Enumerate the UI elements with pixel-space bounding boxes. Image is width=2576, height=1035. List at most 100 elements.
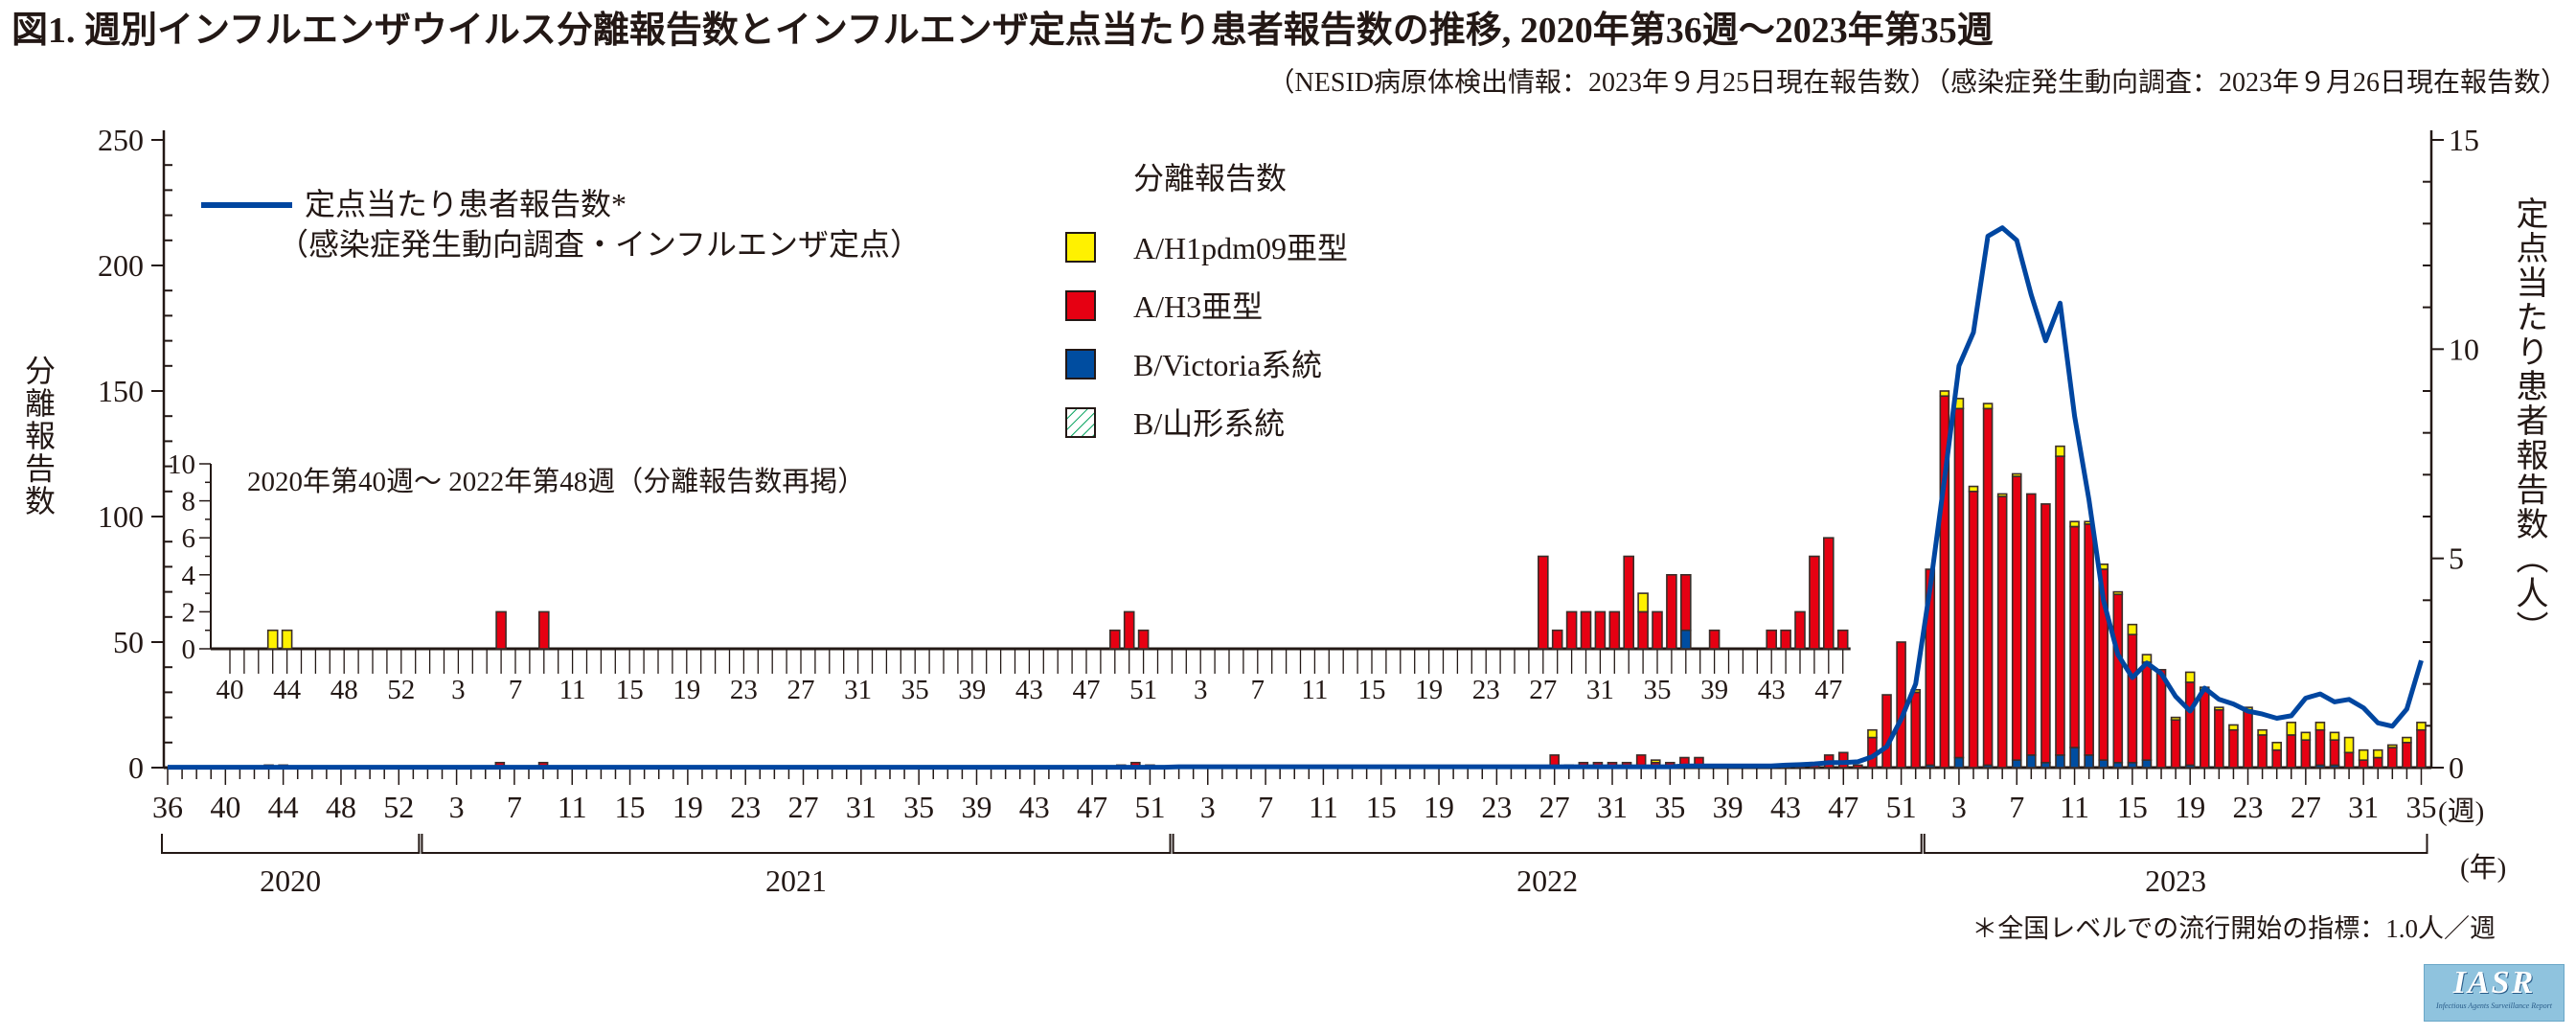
bar-bvic bbox=[2098, 759, 2109, 769]
x-tick-label: 3 bbox=[449, 790, 465, 824]
bar-h3 bbox=[1565, 610, 1578, 650]
bar-h3 bbox=[1925, 568, 1936, 767]
bar-h3 bbox=[1836, 629, 1849, 650]
chart-subtitle: （NESID病原体検出情報：2023年９月25日現在報告数）（感染症発生動向調査… bbox=[1268, 67, 2567, 98]
bar-h3 bbox=[1666, 573, 1677, 650]
bar-h3 bbox=[1766, 629, 1777, 650]
x-tick-label: 7 bbox=[1258, 790, 1273, 824]
bar-bvic bbox=[2141, 759, 2153, 769]
bar-h3 bbox=[2372, 756, 2383, 769]
bar-h3 bbox=[1708, 629, 1721, 650]
bar-h3 bbox=[2387, 747, 2398, 769]
bar-bvic bbox=[2011, 759, 2022, 769]
bar-h1 bbox=[2228, 724, 2239, 731]
x-tick-label: 48 bbox=[326, 790, 356, 824]
x-tick-label: 35 bbox=[2405, 790, 2436, 824]
y-left-tick-label: 0 bbox=[128, 750, 144, 785]
bar-h1 bbox=[2402, 736, 2412, 744]
inset-x-tick-label: 15 bbox=[1358, 675, 1386, 705]
x-tick-label: 31 bbox=[2348, 790, 2379, 824]
bar-h3 bbox=[2329, 739, 2340, 767]
inset-x-tick-label: 35 bbox=[1644, 675, 1672, 705]
bar-h1 bbox=[1982, 402, 1994, 410]
year-brackets: 2020 2021 2022 2023 bbox=[161, 834, 2428, 898]
inset-x-tick-label: 3 bbox=[451, 675, 466, 705]
x-tick-label: 39 bbox=[1713, 790, 1744, 824]
year-label: 2022 bbox=[1516, 863, 1578, 898]
bar-h1 bbox=[266, 629, 279, 650]
y-left-tick-label: 100 bbox=[98, 499, 144, 534]
bar-h1 bbox=[2372, 748, 2383, 759]
y-left-title: 分離報告数 bbox=[21, 355, 56, 518]
bar-h3 bbox=[1637, 610, 1649, 650]
x-tick-label: 51 bbox=[1134, 790, 1165, 824]
bar-h3 bbox=[1982, 407, 1994, 767]
year-bracket bbox=[1172, 834, 1923, 854]
bar-h3 bbox=[1780, 629, 1791, 650]
legend-bars-title: 分離報告数 bbox=[1133, 161, 1287, 196]
inset-x-tick-label: 23 bbox=[1472, 675, 1500, 705]
bar-h3 bbox=[1809, 555, 1820, 650]
x-tick-label: 23 bbox=[730, 790, 761, 824]
x-tick-label: 39 bbox=[961, 790, 992, 824]
iasr-logo: IASR Infectious Agents Surveillance Repo… bbox=[2424, 964, 2565, 1022]
bar-h3 bbox=[2069, 525, 2080, 748]
x-tick-label: 19 bbox=[672, 790, 703, 824]
x-tick-label: 27 bbox=[1539, 790, 1570, 824]
bar-h1 bbox=[2358, 748, 2369, 761]
x-tick-label: 51 bbox=[1886, 790, 1917, 824]
legend-line-sublabel: （感染症発生動向調査・インフルエンザ定点） bbox=[278, 227, 921, 262]
bar-h3 bbox=[1910, 691, 1921, 769]
bar-h3 bbox=[2243, 708, 2253, 769]
y-right-tick-label: 5 bbox=[2449, 541, 2464, 576]
x-tick-label: 40 bbox=[210, 790, 240, 824]
year-label: 2020 bbox=[260, 863, 321, 898]
bar-h1 bbox=[2112, 590, 2124, 596]
bar-h3 bbox=[2184, 681, 2196, 767]
x-tick-label: 47 bbox=[1077, 790, 1107, 824]
bar-h3 bbox=[2228, 728, 2239, 769]
legend-swatch-h3 bbox=[1065, 290, 1096, 321]
year-label: 2023 bbox=[2145, 863, 2206, 898]
inset-x-tick-label: 3 bbox=[1194, 675, 1208, 705]
bar-h3 bbox=[1137, 629, 1150, 650]
bar-h3 bbox=[1794, 610, 1806, 650]
legend-swatch-bvic bbox=[1065, 349, 1096, 380]
bar-h1 bbox=[1650, 759, 1661, 764]
bar-bvic bbox=[1953, 756, 1965, 769]
bar-h1 bbox=[2069, 520, 2080, 528]
x-tick-label: 3 bbox=[1200, 790, 1216, 824]
x-tick-label: 15 bbox=[615, 790, 646, 824]
inset-x-tick-label: 51 bbox=[1129, 675, 1157, 705]
bar-h3 bbox=[2055, 455, 2065, 756]
x-tick-label: 11 bbox=[2060, 790, 2089, 824]
x-unit-label: (週) bbox=[2438, 796, 2484, 827]
year-label: 2021 bbox=[765, 863, 827, 898]
inset-x-tick-label: 27 bbox=[787, 675, 815, 705]
bar-h3 bbox=[1853, 764, 1863, 769]
bar-h3 bbox=[2084, 523, 2094, 756]
patients-per-sentinel-line bbox=[168, 225, 2424, 770]
bar-h3 bbox=[2300, 739, 2312, 769]
x-tick-label: 23 bbox=[2233, 790, 2264, 824]
legend-swatch-h1 bbox=[1065, 232, 1096, 263]
bar-h3 bbox=[1608, 610, 1621, 650]
y-left-tick-label: 200 bbox=[98, 248, 144, 283]
bar-h3 bbox=[2257, 734, 2268, 769]
inset-x-tick-label: 23 bbox=[730, 675, 758, 705]
inset-y-tick-label: 6 bbox=[182, 523, 196, 554]
x-tick-label: 19 bbox=[2175, 790, 2205, 824]
legend-bar-items: A/H1pdm09亜型 A/H3亜型 B/Victoria系統 B/山形系統 bbox=[1065, 231, 1348, 441]
x-tick-label: 52 bbox=[383, 790, 414, 824]
bar-h3 bbox=[1996, 495, 2008, 769]
inset-x-tick-label: 11 bbox=[1301, 675, 1328, 705]
inset-x-tick-label: 19 bbox=[1415, 675, 1443, 705]
inset-x-tick-label: 47 bbox=[1073, 675, 1101, 705]
bar-h1 bbox=[2055, 445, 2065, 457]
bar-h3 bbox=[2199, 688, 2210, 769]
x-tick-label: 27 bbox=[2291, 790, 2321, 824]
bar-bvic bbox=[2084, 754, 2094, 769]
x-tick-label: 15 bbox=[2117, 790, 2148, 824]
